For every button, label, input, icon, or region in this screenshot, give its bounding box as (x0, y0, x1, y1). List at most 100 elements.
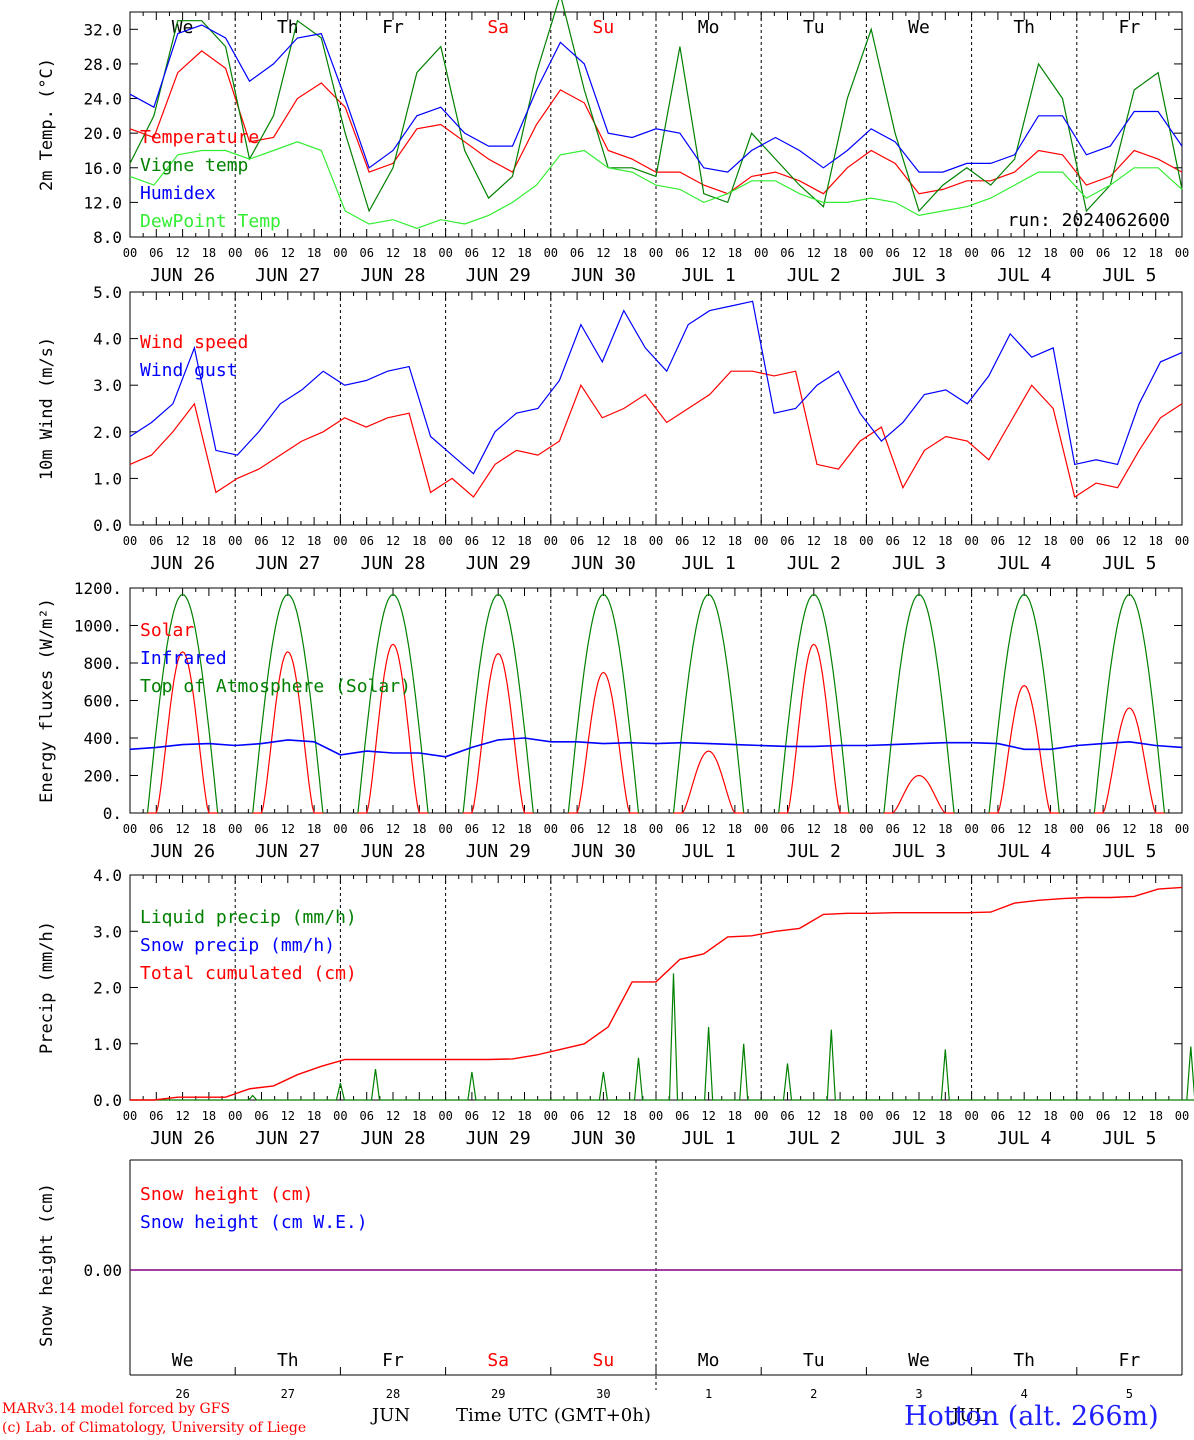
hour-tick-label: 18 (938, 534, 952, 548)
hour-tick-label: 06 (675, 534, 689, 548)
hour-tick-label: 00 (754, 1109, 768, 1123)
hour-tick-label: 18 (833, 246, 847, 260)
day-number-label: 5 (1126, 1387, 1133, 1401)
hour-tick-label: 00 (754, 822, 768, 836)
series-line (129, 370, 1183, 498)
series-line (129, 50, 1183, 195)
hour-tick-label: 00 (754, 534, 768, 548)
hour-tick-label: 06 (465, 822, 479, 836)
y-axis-label: Precip (mm/h) (37, 921, 57, 1054)
hour-tick-label: 12 (1122, 246, 1136, 260)
series-line (462, 593, 534, 814)
date-label: JUL 5 (1102, 553, 1156, 574)
date-label: JUN 26 (150, 1128, 215, 1149)
hour-tick-label: 06 (885, 534, 899, 548)
weekday-label: Mo (698, 17, 720, 38)
hour-tick-label: 18 (1043, 1109, 1057, 1123)
hour-tick-label: 18 (938, 822, 952, 836)
hour-tick-label: 00 (438, 534, 452, 548)
hour-tick-label: 06 (780, 246, 794, 260)
y-tick-label: 2.0 (93, 423, 122, 442)
y-tick-label: 2.0 (93, 979, 122, 998)
hour-tick-label: 06 (254, 246, 268, 260)
hour-tick-label: 00 (333, 1109, 347, 1123)
hour-tick-label: 00 (964, 822, 978, 836)
hour-tick-label: 06 (570, 822, 584, 836)
hour-tick-label: 00 (964, 246, 978, 260)
hour-tick-label: 00 (333, 246, 347, 260)
hour-tick-label: 06 (465, 246, 479, 260)
hour-tick-label: 00 (1175, 1109, 1189, 1123)
hour-tick-label: 12 (1017, 822, 1031, 836)
hour-tick-label: 00 (123, 534, 137, 548)
hour-tick-label: 18 (938, 246, 952, 260)
series-line (130, 886, 1183, 1101)
hour-tick-label: 00 (964, 1109, 978, 1123)
date-label: JUL 5 (1102, 841, 1156, 862)
weekday-label: Th (277, 17, 299, 38)
series-line (147, 651, 218, 814)
hour-tick-label: 12 (1122, 1109, 1136, 1123)
date-label: JUN 27 (255, 1128, 320, 1149)
hour-tick-label: 18 (1043, 822, 1057, 836)
weekday-label: We (172, 1350, 194, 1371)
date-label: JUL 4 (997, 841, 1051, 862)
series-line (883, 774, 955, 814)
hour-tick-label: 00 (544, 822, 558, 836)
hour-tick-label: 06 (149, 822, 163, 836)
series-line (989, 684, 1060, 814)
hour-tick-label: 12 (281, 534, 295, 548)
hour-tick-label: 12 (596, 246, 610, 260)
date-label: JUL 5 (1102, 1128, 1156, 1149)
day-number-label: 29 (491, 1387, 505, 1401)
date-label: JUL 4 (997, 1128, 1051, 1149)
hour-tick-label: 06 (780, 534, 794, 548)
hour-tick-label: 12 (491, 534, 505, 548)
weekday-label: Th (1013, 17, 1035, 38)
hour-tick-label: 12 (701, 822, 715, 836)
panel-frame (129, 11, 1183, 238)
credit-line-2: (c) Lab. of Climatology, University of L… (2, 1420, 307, 1436)
y-tick-label: 600. (83, 692, 122, 711)
weekday-label: Th (1013, 1350, 1035, 1371)
hour-tick-label: 00 (1070, 246, 1084, 260)
date-label: JUL 5 (1102, 265, 1156, 286)
hour-tick-label: 00 (649, 1109, 663, 1123)
date-label: JUL 3 (892, 553, 946, 574)
hour-tick-label: 18 (307, 246, 321, 260)
hour-tick-label: 12 (175, 246, 189, 260)
legend-entry: DewPoint Temp (140, 211, 281, 232)
series-line (130, 973, 1194, 1101)
hour-tick-label: 18 (728, 534, 742, 548)
hour-tick-label: 00 (228, 246, 242, 260)
date-label: JUL 1 (682, 841, 736, 862)
hour-tick-label: 12 (807, 822, 821, 836)
hour-tick-label: 18 (622, 1109, 636, 1123)
y-tick-label: 12.0 (83, 193, 122, 212)
hour-tick-label: 06 (359, 822, 373, 836)
hour-tick-label: 06 (570, 1109, 584, 1123)
x-axis-title: Time UTC (GMT+0h) (456, 1405, 651, 1426)
hour-tick-label: 12 (175, 1109, 189, 1123)
legend-entry: Wind speed (140, 332, 248, 353)
date-label: JUL 1 (682, 1128, 736, 1149)
hour-tick-label: 12 (807, 534, 821, 548)
series-line (567, 593, 640, 814)
legend-entry: Solar (140, 620, 194, 641)
date-label: JUL 2 (787, 553, 841, 574)
date-label: JUL 3 (892, 1128, 946, 1149)
legend-entry: Wind gust (140, 360, 238, 381)
hour-tick-label: 18 (202, 822, 216, 836)
hour-tick-label: 00 (1070, 822, 1084, 836)
y-tick-label: 0.0 (93, 1091, 122, 1110)
hour-tick-label: 18 (938, 1109, 952, 1123)
date-label: JUL 3 (892, 841, 946, 862)
hour-tick-label: 18 (202, 1109, 216, 1123)
weekday-label: Fr (1119, 17, 1141, 38)
date-label: JUN 27 (255, 265, 320, 286)
legend-entry: Top of Atmosphere (Solar) (140, 676, 411, 697)
legend-entry: Temperature (140, 127, 259, 148)
hour-tick-label: 12 (175, 534, 189, 548)
hour-tick-label: 12 (386, 1109, 400, 1123)
hour-tick-label: 00 (228, 822, 242, 836)
